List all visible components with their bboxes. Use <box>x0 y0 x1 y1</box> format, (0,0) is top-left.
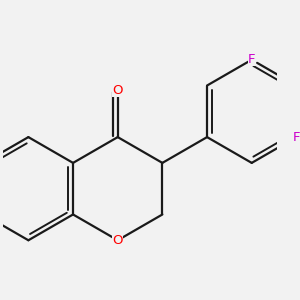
Text: F: F <box>248 53 256 66</box>
Text: F: F <box>292 130 300 144</box>
Text: O: O <box>112 84 123 97</box>
Text: O: O <box>112 234 123 247</box>
